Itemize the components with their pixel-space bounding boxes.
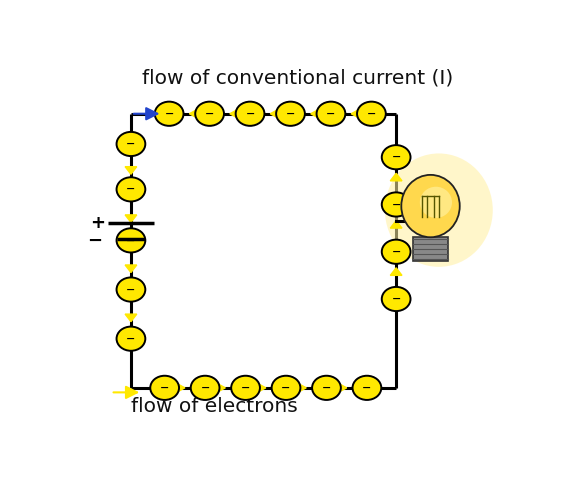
Circle shape — [317, 102, 345, 126]
Polygon shape — [390, 173, 402, 181]
Ellipse shape — [420, 187, 452, 218]
Polygon shape — [390, 268, 402, 275]
Text: −: − — [392, 152, 401, 162]
Text: −: − — [281, 383, 291, 393]
Text: −: − — [126, 184, 136, 194]
Circle shape — [312, 376, 341, 400]
FancyBboxPatch shape — [413, 237, 448, 261]
Text: −: − — [245, 109, 255, 119]
Polygon shape — [189, 109, 198, 119]
Circle shape — [117, 132, 146, 156]
Circle shape — [382, 145, 411, 169]
Text: −: − — [322, 383, 331, 393]
Polygon shape — [230, 109, 239, 119]
Circle shape — [357, 102, 386, 126]
Circle shape — [117, 277, 146, 301]
Circle shape — [117, 177, 146, 201]
Circle shape — [191, 376, 219, 400]
Text: −: − — [165, 109, 174, 119]
Text: +: + — [90, 215, 105, 232]
Text: −: − — [327, 109, 336, 119]
Ellipse shape — [401, 175, 460, 237]
Circle shape — [195, 102, 224, 126]
Text: −: − — [201, 383, 210, 393]
Polygon shape — [311, 109, 320, 119]
Polygon shape — [176, 383, 185, 393]
Text: −: − — [392, 199, 401, 210]
Circle shape — [155, 102, 183, 126]
Text: −: − — [205, 109, 214, 119]
Polygon shape — [125, 215, 137, 222]
Polygon shape — [125, 314, 137, 322]
Circle shape — [150, 376, 179, 400]
Circle shape — [382, 287, 411, 311]
Text: −: − — [126, 235, 136, 246]
Text: −: − — [286, 109, 295, 119]
Circle shape — [117, 327, 146, 351]
Polygon shape — [338, 383, 347, 393]
Polygon shape — [351, 109, 360, 119]
Text: flow of electrons: flow of electrons — [131, 397, 298, 416]
Text: −: − — [126, 139, 136, 149]
Polygon shape — [257, 383, 266, 393]
Circle shape — [382, 192, 411, 217]
Circle shape — [382, 240, 411, 264]
Text: −: − — [241, 383, 250, 393]
Text: −: − — [392, 247, 401, 257]
Circle shape — [271, 376, 300, 400]
Ellipse shape — [385, 154, 493, 267]
Text: −: − — [88, 232, 103, 250]
Circle shape — [235, 102, 264, 126]
Text: −: − — [367, 109, 376, 119]
Circle shape — [117, 228, 146, 252]
Polygon shape — [125, 265, 137, 273]
Text: −: − — [392, 294, 401, 304]
Text: flow of conventional current (I): flow of conventional current (I) — [142, 68, 453, 87]
Polygon shape — [297, 383, 306, 393]
Polygon shape — [125, 166, 137, 174]
Polygon shape — [216, 383, 225, 393]
Polygon shape — [390, 220, 402, 228]
Circle shape — [353, 376, 381, 400]
Text: −: − — [126, 285, 136, 295]
Text: −: − — [160, 383, 169, 393]
Circle shape — [231, 376, 260, 400]
Text: −: − — [362, 383, 372, 393]
Text: −: − — [126, 334, 136, 344]
Polygon shape — [270, 109, 280, 119]
Circle shape — [276, 102, 305, 126]
